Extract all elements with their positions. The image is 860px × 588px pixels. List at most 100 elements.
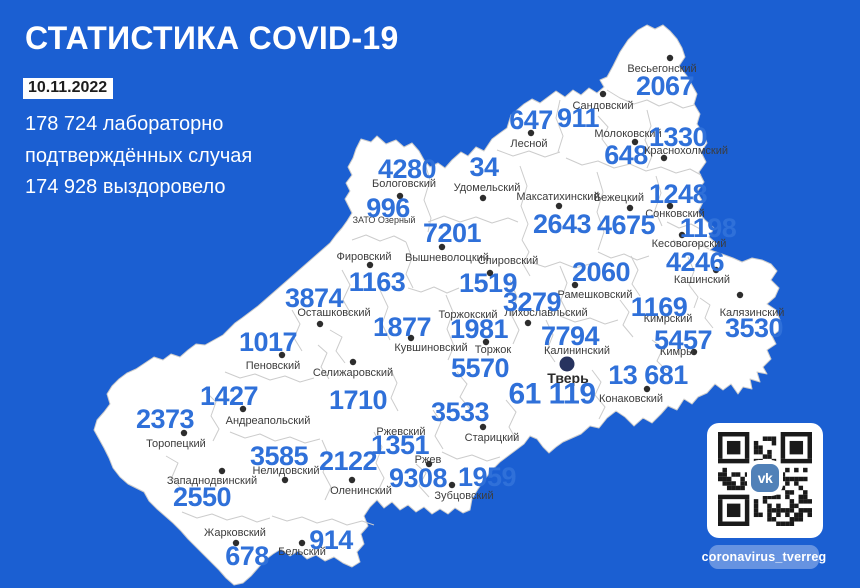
qr-module bbox=[718, 436, 723, 459]
district-border-line bbox=[596, 171, 605, 251]
district-border-line bbox=[687, 256, 699, 309]
district-name-label: Краснохолмский bbox=[644, 145, 728, 157]
district-name-label: Фировский bbox=[336, 251, 391, 263]
district-case-count: 1710 bbox=[329, 385, 387, 415]
qr-module bbox=[771, 508, 777, 513]
qr-module bbox=[758, 445, 763, 450]
district-case-count: 7201 bbox=[423, 218, 482, 248]
qr-module bbox=[722, 467, 727, 473]
district-border-line bbox=[432, 409, 444, 450]
district-dot bbox=[666, 202, 674, 210]
district-border-line bbox=[341, 269, 352, 315]
qr-module bbox=[718, 472, 723, 477]
qr-module bbox=[789, 508, 795, 513]
qr-module bbox=[771, 494, 777, 500]
qr-module bbox=[718, 432, 750, 437]
qr-module bbox=[780, 476, 786, 482]
qr-module bbox=[744, 499, 750, 522]
district-dot bbox=[239, 405, 247, 413]
district-border-line bbox=[456, 371, 471, 410]
district-name-label: Лесной bbox=[510, 138, 547, 150]
district-border-line bbox=[405, 241, 414, 289]
district-case-count: 1330 bbox=[649, 122, 707, 152]
district-border-line bbox=[505, 399, 518, 442]
stat-confirmed-line2: подтверждённых случая bbox=[25, 145, 253, 167]
district-border-line bbox=[519, 165, 529, 241]
qr-module bbox=[767, 512, 772, 518]
district-dot bbox=[425, 460, 433, 468]
qr-module bbox=[803, 499, 808, 504]
qr-module bbox=[807, 512, 812, 518]
district-name-label: Кимрский bbox=[644, 313, 693, 325]
district-name-label: Оленинский bbox=[330, 485, 392, 497]
district-case-count: 914 bbox=[309, 525, 353, 555]
district-case-count: 2373 bbox=[136, 404, 195, 434]
qr-module bbox=[744, 472, 750, 477]
qr-module bbox=[798, 508, 804, 513]
qr-module bbox=[794, 476, 799, 482]
district-name-label: Осташковский bbox=[297, 307, 370, 319]
qr-module bbox=[753, 499, 759, 504]
district-name-label: Бежецкий bbox=[594, 192, 644, 204]
district-case-count: 5457 bbox=[654, 325, 712, 355]
district-border-line bbox=[619, 299, 634, 338]
district-dot bbox=[666, 54, 674, 62]
district-dot bbox=[479, 423, 487, 431]
district-name-label: Торжокский bbox=[438, 309, 497, 321]
qr-module bbox=[753, 512, 759, 518]
qr-module bbox=[731, 472, 736, 477]
district-dot bbox=[678, 231, 686, 239]
qr-module bbox=[758, 458, 763, 464]
district-name-label: Удомельский bbox=[454, 182, 521, 194]
district-dot bbox=[366, 261, 374, 269]
qr-module bbox=[785, 512, 790, 518]
qr-module bbox=[767, 508, 772, 513]
district-border-line bbox=[351, 234, 407, 243]
qr-module bbox=[753, 440, 759, 446]
qr-module bbox=[718, 521, 750, 526]
district-border-line bbox=[165, 455, 182, 490]
qr-module bbox=[780, 521, 786, 526]
district-case-count: 1248 bbox=[649, 179, 708, 209]
district-name-label: Торопецкий bbox=[146, 438, 206, 450]
qr-module bbox=[789, 476, 795, 482]
qr-module bbox=[780, 485, 786, 491]
qr-module bbox=[726, 481, 732, 486]
district-case-count: 3533 bbox=[431, 397, 490, 427]
qr-module bbox=[789, 440, 804, 455]
qr-caption: coronavirus_tverreg bbox=[702, 545, 826, 569]
district-border-line bbox=[565, 157, 702, 176]
district-case-count: 1877 bbox=[373, 312, 431, 342]
district-border-line bbox=[545, 319, 556, 363]
district-case-count: 3585 bbox=[250, 441, 309, 471]
qr-module bbox=[785, 494, 790, 500]
district-dot bbox=[626, 204, 634, 212]
district-name-label: Весьегонский bbox=[627, 63, 696, 75]
qr-module bbox=[767, 436, 772, 441]
qr-module bbox=[776, 494, 781, 500]
district-border-line bbox=[630, 255, 641, 297]
district-name-label: Жарковский bbox=[204, 527, 266, 539]
district-dot bbox=[348, 476, 356, 484]
qr-code bbox=[718, 432, 812, 526]
district-dot bbox=[486, 269, 494, 277]
district-border-line bbox=[329, 329, 346, 364]
region-outline bbox=[93, 24, 781, 586]
qr-module bbox=[762, 454, 768, 459]
district-border-line bbox=[509, 279, 520, 345]
district-case-count: 996 bbox=[366, 193, 410, 223]
district-name-label: Калининский bbox=[544, 345, 610, 357]
district-dot bbox=[712, 266, 720, 274]
qr-module bbox=[798, 512, 804, 518]
qr-module bbox=[740, 476, 745, 482]
district-dot bbox=[736, 291, 744, 299]
district-border-line bbox=[271, 515, 375, 526]
qr-module bbox=[767, 503, 772, 509]
qr-module bbox=[780, 458, 812, 464]
district-name-label: Западнодвинский bbox=[167, 475, 257, 487]
district-case-count: 1017 bbox=[239, 327, 297, 357]
district-border-line bbox=[644, 109, 653, 169]
qr-module bbox=[807, 436, 812, 459]
qr-module bbox=[798, 485, 804, 491]
